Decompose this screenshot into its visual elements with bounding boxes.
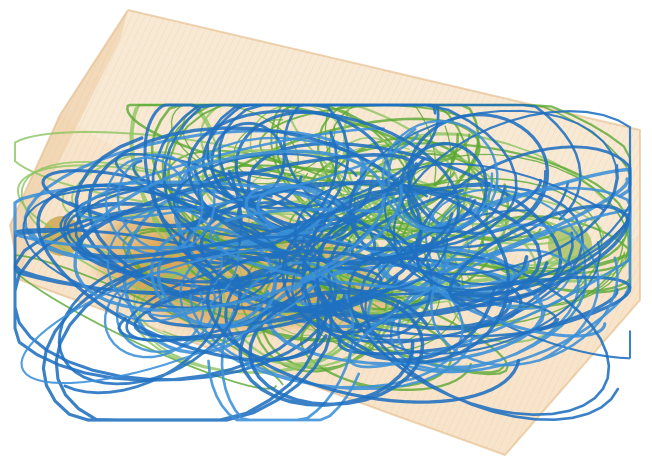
blue-streamline — [281, 217, 405, 334]
blue-streamline — [207, 261, 361, 422]
blue-streamline — [36, 183, 328, 362]
blue-streamline — [106, 207, 240, 323]
blue-streamline — [205, 249, 521, 404]
blue-streamline — [117, 266, 399, 342]
blue-streamline — [57, 257, 242, 395]
blue-streamline — [186, 109, 461, 266]
blue-streamlines — [13, 103, 632, 422]
blue-streamline — [347, 109, 619, 276]
blue-streamline — [149, 226, 277, 329]
blue-streamline — [376, 246, 518, 295]
blue-streamline — [103, 270, 217, 359]
blue-streamline — [75, 153, 419, 260]
blue-streamline — [22, 188, 289, 311]
green-streamline — [328, 104, 631, 270]
blue-streamline — [238, 289, 429, 407]
blue-streamline — [104, 153, 216, 256]
blue-streamline — [381, 119, 499, 233]
blue-streamline — [392, 109, 632, 292]
blue-streamline — [448, 204, 630, 308]
blue-streamline — [20, 248, 329, 385]
blue-streamline — [348, 202, 632, 369]
blue-streamline — [77, 127, 419, 221]
blue-streamline — [41, 250, 333, 422]
